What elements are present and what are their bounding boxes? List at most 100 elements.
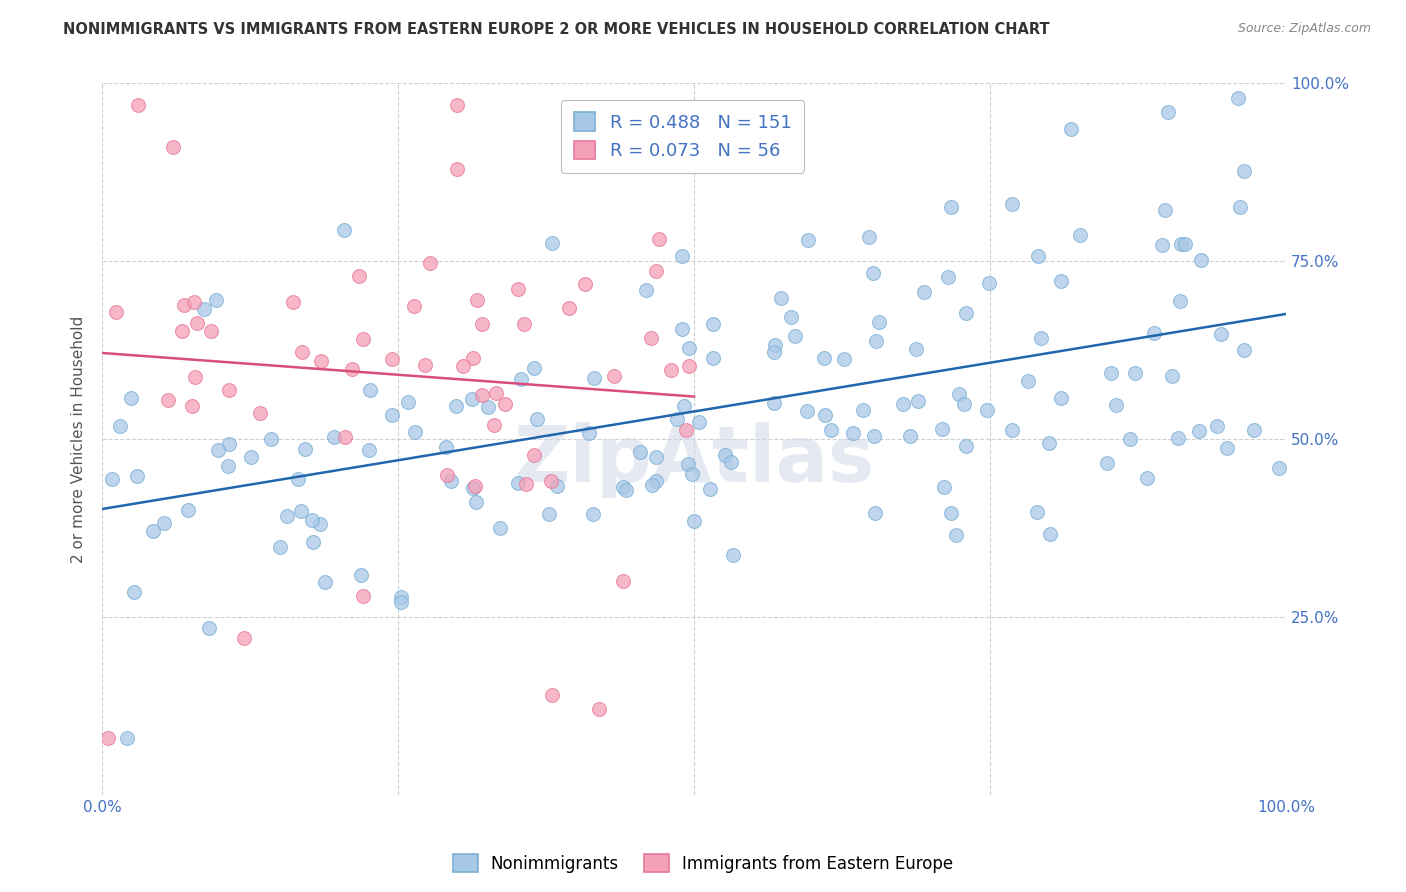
Point	[1168, 294, 1191, 309]
Point	[200, 324, 222, 338]
Point	[233, 631, 256, 645]
Point	[763, 396, 786, 410]
Point	[152, 516, 174, 531]
Point	[207, 442, 229, 457]
Point	[678, 341, 700, 355]
Point	[515, 477, 537, 491]
Point	[1049, 274, 1071, 288]
Point	[1069, 228, 1091, 243]
Point	[389, 590, 412, 604]
Point	[1157, 105, 1180, 120]
Point	[582, 507, 605, 521]
Point	[1227, 90, 1250, 104]
Point	[1050, 391, 1073, 405]
Point	[783, 328, 806, 343]
Point	[294, 442, 316, 456]
Point	[865, 334, 887, 348]
Point	[1143, 326, 1166, 340]
Point	[678, 359, 700, 373]
Point	[612, 480, 634, 494]
Point	[446, 97, 468, 112]
Point	[464, 495, 486, 509]
Point	[523, 448, 546, 462]
Point	[1233, 343, 1256, 358]
Point	[1229, 200, 1251, 214]
Point	[1060, 122, 1083, 136]
Point	[898, 428, 921, 442]
Point	[1215, 441, 1237, 455]
Point	[666, 412, 689, 426]
Point	[820, 423, 842, 437]
Point	[156, 392, 179, 407]
Point	[1154, 202, 1177, 217]
Point	[702, 351, 724, 365]
Point	[936, 269, 959, 284]
Point	[489, 521, 512, 535]
Point	[1170, 236, 1192, 251]
Point	[323, 430, 346, 444]
Point	[453, 359, 475, 374]
Point	[648, 232, 671, 246]
Point	[540, 474, 562, 488]
Point	[193, 301, 215, 316]
Point	[181, 400, 204, 414]
Point	[612, 574, 634, 589]
Point	[352, 332, 374, 346]
Text: NONIMMIGRANTS VS IMMIGRANTS FROM EASTERN EUROPE 2 OR MORE VEHICLES IN HOUSEHOLD : NONIMMIGRANTS VS IMMIGRANTS FROM EASTERN…	[63, 22, 1050, 37]
Point	[945, 528, 967, 542]
Point	[582, 371, 605, 385]
Point	[907, 394, 929, 409]
Point	[127, 469, 149, 483]
Point	[463, 351, 485, 366]
Point	[402, 299, 425, 313]
Point	[444, 399, 467, 413]
Point	[953, 397, 976, 411]
Point	[578, 426, 600, 441]
Point	[976, 402, 998, 417]
Point	[702, 318, 724, 332]
Point	[678, 458, 700, 472]
Point	[1038, 435, 1060, 450]
Point	[342, 362, 364, 376]
Point	[634, 283, 657, 297]
Point	[381, 351, 404, 366]
Point	[603, 368, 626, 383]
Point	[1001, 197, 1024, 211]
Point	[115, 731, 138, 745]
Point	[436, 468, 458, 483]
Point	[1039, 526, 1062, 541]
Point	[335, 430, 357, 444]
Point	[281, 295, 304, 310]
Point	[588, 702, 610, 716]
Point	[941, 200, 963, 214]
Point	[1025, 505, 1047, 519]
Point	[120, 392, 142, 406]
Point	[485, 385, 508, 400]
Point	[842, 426, 865, 441]
Point	[526, 412, 548, 426]
Point	[931, 422, 953, 436]
Point	[381, 409, 404, 423]
Point	[218, 436, 240, 450]
Point	[671, 249, 693, 263]
Point	[905, 343, 928, 357]
Point	[186, 316, 208, 330]
Point	[628, 444, 651, 458]
Point	[162, 140, 184, 154]
Point	[1188, 424, 1211, 438]
Point	[494, 397, 516, 411]
Point	[714, 448, 737, 462]
Point	[276, 508, 298, 523]
Point	[471, 388, 494, 402]
Point	[461, 481, 484, 495]
Point	[482, 417, 505, 432]
Point	[173, 298, 195, 312]
Point	[541, 688, 564, 702]
Point	[770, 291, 793, 305]
Point	[176, 502, 198, 516]
Point	[682, 467, 704, 481]
Point	[446, 161, 468, 176]
Point	[939, 506, 962, 520]
Point	[440, 474, 463, 488]
Point	[170, 324, 193, 338]
